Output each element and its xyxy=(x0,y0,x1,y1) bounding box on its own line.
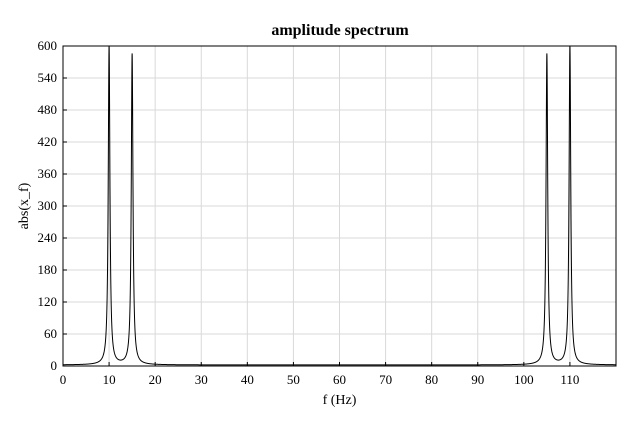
x-tick-label-5: 50 xyxy=(287,372,300,387)
x-tick-label-6: 60 xyxy=(333,372,346,387)
chart-title: amplitude spectrum xyxy=(271,22,409,39)
y-tick-label-5: 300 xyxy=(38,198,58,213)
x-tick-label-3: 30 xyxy=(195,372,208,387)
y-tick-label-3: 180 xyxy=(38,262,58,277)
y-tick-label-9: 540 xyxy=(38,70,58,85)
y-tick-label-7: 420 xyxy=(38,134,58,149)
x-tick-label-9: 90 xyxy=(471,372,484,387)
y-tick-label-8: 480 xyxy=(38,102,58,117)
y-tick-label-2: 120 xyxy=(38,294,58,309)
x-tick-label-4: 40 xyxy=(241,372,254,387)
y-tick-label-0: 0 xyxy=(51,358,58,373)
x-tick-label-2: 20 xyxy=(149,372,162,387)
x-tick-label-7: 70 xyxy=(379,372,392,387)
x-tick-label-1: 10 xyxy=(103,372,116,387)
y-tick-label-4: 240 xyxy=(38,230,58,245)
y-tick-label-10: 600 xyxy=(38,38,58,53)
axis-ticks: 0 10 20 30 40 50 60 70 80 90 100 110 0 60 120 180 240 300… xyxy=(38,38,580,387)
grid xyxy=(62,45,616,367)
x-tick-label-0: 0 xyxy=(60,372,67,387)
x-tick-label-10: 100 xyxy=(514,372,534,387)
x-tick-label-11: 110 xyxy=(560,372,579,387)
y-tick-label-6: 360 xyxy=(38,166,58,181)
x-tick-label-8: 80 xyxy=(425,372,438,387)
x-axis-label: f (Hz) xyxy=(323,393,357,408)
y-tick-label-1: 60 xyxy=(44,326,57,341)
y-axis-label: abs(x_f) xyxy=(17,182,32,229)
